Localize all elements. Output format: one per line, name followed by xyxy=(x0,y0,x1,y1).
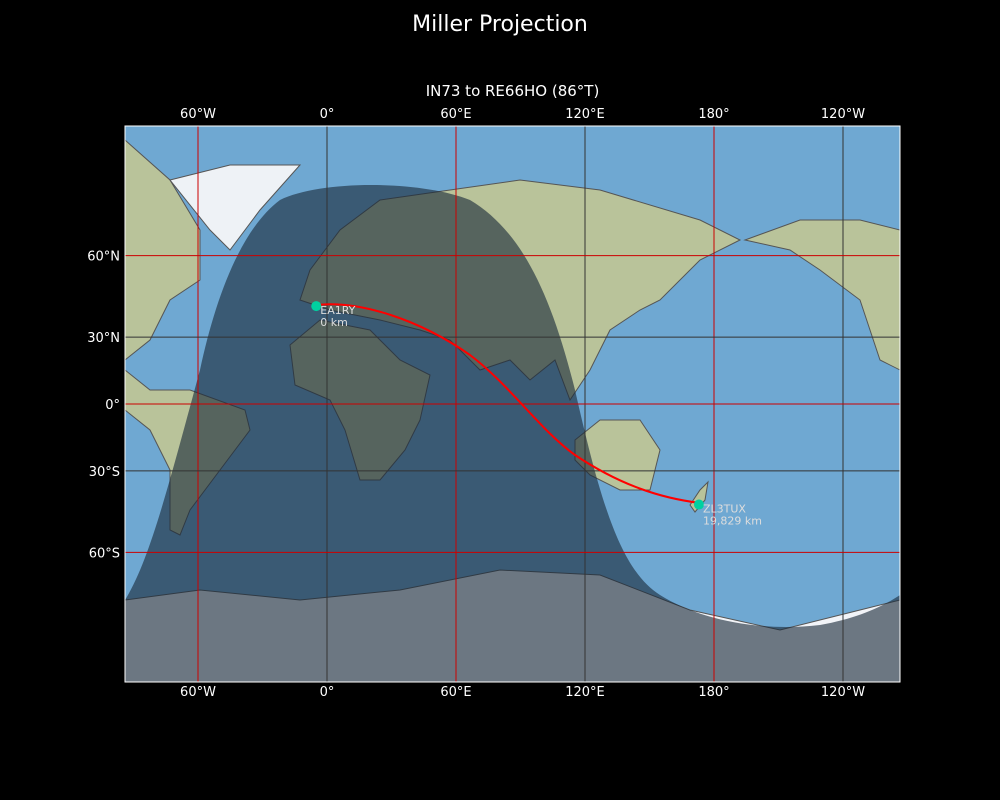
lon-tick-bottom: 180° xyxy=(698,685,729,700)
station-distance: 0 km xyxy=(320,316,348,329)
lat-tick: 30°N xyxy=(87,331,120,346)
lon-tick-bottom: 60°E xyxy=(440,685,471,700)
lat-tick: 0° xyxy=(105,398,120,413)
lat-tick: 60°N xyxy=(87,250,120,265)
great-circle-path xyxy=(315,303,701,504)
lon-tick-top: 120°W xyxy=(821,107,865,122)
station-call: EA1RY xyxy=(320,304,355,317)
map-frame xyxy=(124,125,901,683)
lat-tick: 30°S xyxy=(89,465,120,480)
station-marker[interactable] xyxy=(693,499,704,510)
figure-title: Miller Projection xyxy=(412,12,588,37)
lon-tick-top: 60°E xyxy=(440,107,471,122)
lon-tick-top: 120°E xyxy=(565,107,605,122)
greenland xyxy=(169,164,302,251)
station-call: ZL3TUX xyxy=(703,503,746,516)
north-america-west xyxy=(125,139,201,361)
graticule xyxy=(125,126,900,682)
station-distance: 19,829 km xyxy=(703,515,762,528)
lon-tick-bottom: 120°W xyxy=(821,685,865,700)
lon-tick-top: 60°W xyxy=(180,107,216,122)
lon-tick-top: 180° xyxy=(698,107,729,122)
lon-tick-bottom: 60°W xyxy=(180,685,216,700)
lon-tick-bottom: 120°E xyxy=(565,685,605,700)
station-marker[interactable] xyxy=(311,301,322,312)
north-america-east xyxy=(743,219,900,371)
lon-tick-bottom: 0° xyxy=(320,685,335,700)
map-subtitle: IN73 to RE66HO (86°T) xyxy=(425,82,600,100)
lon-tick-top: 0° xyxy=(320,107,335,122)
lat-tick: 60°S xyxy=(89,546,120,561)
